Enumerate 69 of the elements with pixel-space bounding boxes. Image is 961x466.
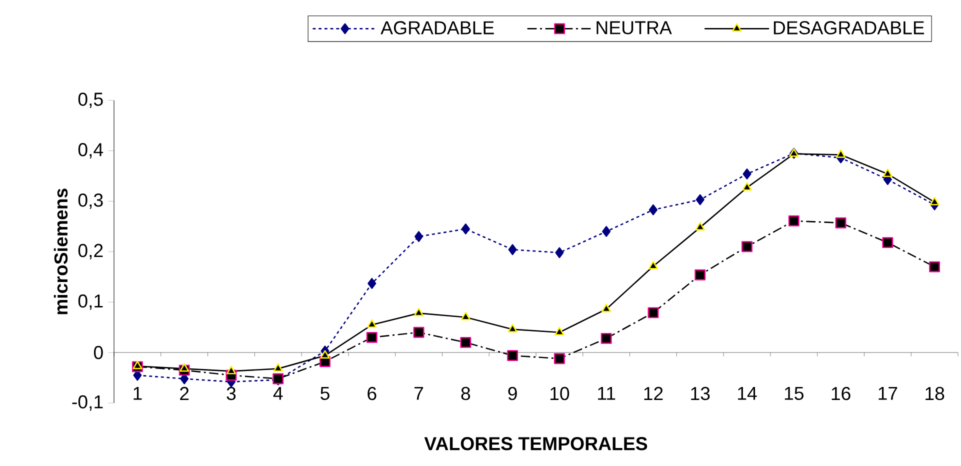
point [180, 363, 190, 372]
point [648, 260, 658, 270]
point [882, 168, 892, 178]
point [602, 304, 612, 312]
x-tick-label: 18 [926, 386, 944, 400]
x-tick-label: 8 [461, 386, 470, 400]
y-tick-label: 0,4 [78, 143, 104, 158]
point [929, 261, 940, 272]
x-tick-label: 13 [691, 386, 710, 400]
point [414, 308, 424, 316]
point [836, 149, 846, 158]
x-tick-label: 16 [832, 386, 850, 400]
x-tick-label: 2 [180, 386, 189, 400]
point [507, 350, 518, 362]
point [882, 237, 894, 248]
point [602, 226, 611, 237]
y-tick-label: 0,3 [78, 193, 103, 209]
point [554, 326, 564, 336]
x-tick-label: 17 [878, 386, 898, 400]
legend-label: DESAGRADABLE [774, 21, 924, 34]
point [835, 217, 846, 228]
x-tick-label: 11 [598, 386, 616, 400]
x-tick-label: 4 [273, 386, 283, 400]
point [508, 244, 517, 256]
point [366, 332, 378, 343]
point [132, 360, 142, 370]
x-tick-label: 7 [414, 386, 424, 400]
point [555, 247, 564, 258]
x-tick-label: 6 [368, 386, 376, 400]
point [930, 196, 940, 206]
point [696, 194, 704, 206]
point [554, 353, 565, 364]
point [414, 231, 424, 242]
point [320, 350, 330, 359]
point [461, 223, 470, 234]
point [648, 307, 659, 318]
point [460, 312, 470, 320]
point [742, 182, 752, 191]
point [226, 366, 236, 374]
point [742, 168, 752, 180]
point [694, 269, 706, 280]
point [460, 336, 472, 348]
point [695, 222, 705, 231]
x-tick-label: 3 [226, 386, 236, 400]
x-tick-label: 12 [644, 386, 663, 400]
x-tick-label: 10 [550, 386, 570, 400]
y-tick-label: 0,5 [78, 92, 103, 108]
y-tick-label: 0,2 [78, 244, 103, 260]
x-tick-label: 14 [738, 386, 757, 400]
x-tick-label: 15 [784, 386, 804, 400]
x-tick-label: 5 [320, 386, 330, 400]
y-tick-label: 0 [94, 346, 103, 360]
point [413, 326, 424, 338]
y-tick-label: 0,1 [78, 294, 103, 310]
x-tick-label: 9 [508, 386, 517, 400]
point [788, 215, 800, 226]
point [742, 241, 752, 252]
y-axis-title: microSiemens [54, 188, 68, 314]
x-tick-label: 1 [134, 386, 142, 400]
point [508, 324, 518, 332]
x-axis-title: VALORES TEMPORALES [424, 437, 648, 450]
point [600, 332, 612, 344]
point [648, 204, 658, 216]
point [368, 278, 376, 289]
legend-label: AGRADABLE [380, 21, 494, 34]
legend-label: NEUTRA [596, 21, 672, 34]
y-tick-label: -0,1 [72, 395, 103, 411]
point [273, 363, 283, 372]
point [367, 319, 377, 328]
